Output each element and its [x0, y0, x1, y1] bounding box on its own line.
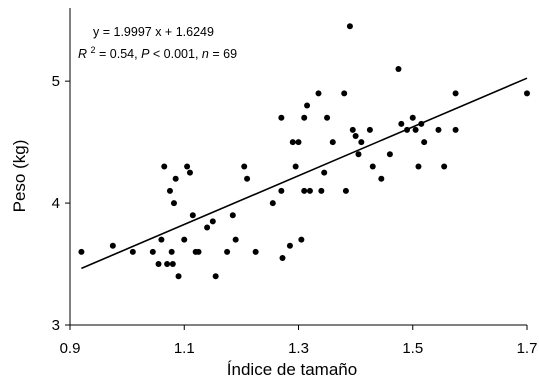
n-value: = 69 [212, 47, 237, 61]
x-tick-label: 1.3 [288, 340, 309, 357]
data-point [161, 163, 168, 170]
x-tick-label: 0.9 [60, 340, 81, 357]
regression-annotation: y = 1.9997 x + 1.6249 R 2 = 0.54, P < 0.… [78, 25, 237, 61]
data-point [421, 139, 428, 146]
data-point [158, 236, 165, 243]
data-point [168, 248, 175, 255]
x-tick-label: 1.7 [517, 340, 538, 357]
data-point [349, 126, 356, 133]
data-point [395, 65, 402, 72]
stats-text: R 2 = 0.54, P < 0.001, n = 69 [78, 42, 237, 61]
data-point [304, 102, 311, 109]
r2-exponent: 2 [91, 45, 96, 55]
data-point [269, 200, 276, 207]
data-point [398, 120, 405, 127]
data-point [298, 236, 305, 243]
data-point [279, 254, 286, 261]
data-point [366, 126, 373, 133]
x-tick-label: 1.5 [402, 340, 423, 357]
r2-symbol: R [78, 47, 87, 61]
data-point [341, 90, 348, 97]
data-point [415, 163, 422, 170]
equation-text: y = 1.9997 x + 1.6249 [93, 25, 214, 39]
data-point [378, 175, 385, 182]
data-point [324, 114, 331, 121]
data-point [342, 187, 349, 194]
y-tick-label: 5 [52, 73, 60, 90]
data-point [164, 261, 171, 268]
data-point [229, 212, 236, 219]
plot-area: 0.9 1.1 1.3 1.5 1.7 3 4 5 [52, 8, 538, 357]
data-point [409, 114, 416, 121]
data-point [352, 133, 359, 140]
data-point [204, 224, 211, 231]
data-point [278, 187, 285, 194]
data-point [109, 242, 116, 249]
data-point [295, 139, 302, 146]
data-point [289, 139, 296, 146]
data-point [186, 169, 193, 176]
data-point [452, 126, 459, 133]
data-point [355, 151, 362, 158]
data-point [412, 126, 419, 133]
data-point [301, 187, 308, 194]
p-value: < 0.001, [153, 47, 202, 61]
data-point [358, 139, 365, 146]
r2-value: = 0.54, [99, 47, 141, 61]
regression-line [81, 77, 528, 270]
data-point [301, 114, 308, 121]
data-point [224, 248, 231, 255]
data-point [435, 126, 442, 133]
data-point [169, 261, 176, 268]
data-point [369, 163, 376, 170]
p-symbol: P [141, 47, 150, 61]
data-point [318, 187, 325, 194]
data-point [170, 200, 177, 207]
data-point [346, 23, 353, 30]
data-point [286, 242, 293, 249]
data-point [278, 114, 285, 121]
data-point [212, 273, 219, 280]
data-point [441, 163, 448, 170]
data-point [209, 218, 216, 225]
data-point [78, 248, 85, 255]
data-point [292, 163, 299, 170]
x-axis-title: Índice de tamaño [227, 360, 357, 379]
data-point [175, 273, 182, 280]
data-point [321, 169, 328, 176]
data-point [306, 187, 313, 194]
x-axis-ticks: 0.9 1.1 1.3 1.5 1.7 [60, 325, 538, 357]
data-point [195, 248, 202, 255]
data-point [252, 248, 259, 255]
y-tick-label: 3 [52, 317, 60, 334]
data-point [232, 236, 239, 243]
data-point [166, 187, 173, 194]
data-point [184, 163, 191, 170]
y-axis-title: Peso (kg) [10, 140, 29, 213]
data-point [149, 248, 156, 255]
data-point [181, 236, 188, 243]
data-point [386, 151, 393, 158]
data-point [189, 212, 196, 219]
data-point [241, 163, 248, 170]
data-point [524, 90, 530, 97]
data-point [244, 175, 251, 182]
data-point [155, 261, 162, 268]
y-tick-label: 4 [52, 195, 60, 212]
x-tick-label: 1.1 [174, 340, 195, 357]
y-axis-ticks: 3 4 5 [52, 73, 70, 334]
n-symbol: n [202, 47, 209, 61]
data-point [172, 175, 179, 182]
data-point [329, 139, 336, 146]
data-point [315, 90, 322, 97]
data-point [452, 90, 459, 97]
data-point [129, 248, 136, 255]
